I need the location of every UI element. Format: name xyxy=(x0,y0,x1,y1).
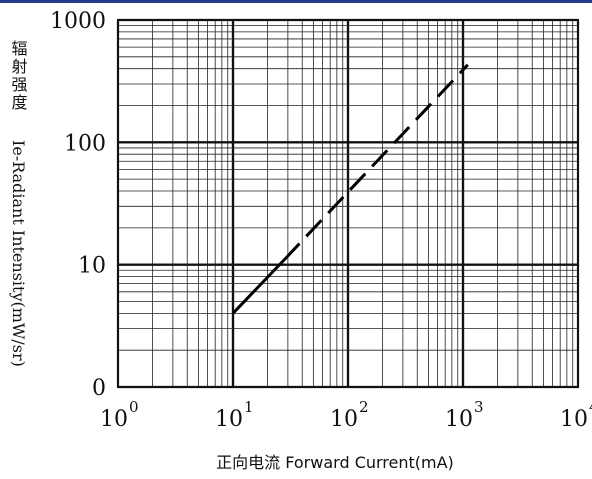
x-tick-label: 10 2 xyxy=(330,398,369,432)
y-tick-label: 0 xyxy=(92,376,106,401)
y-tick-label: 100 xyxy=(64,131,106,156)
y-tick-labels: 0 10 100 1000 xyxy=(50,9,106,401)
x-tick-label: 10 0 xyxy=(100,398,139,432)
x-tick-base: 10 xyxy=(330,407,358,432)
y-tick-label: 10 xyxy=(78,254,106,279)
x-tick-base: 10 xyxy=(445,407,473,432)
x-tick-exponent: 2 xyxy=(359,398,369,416)
x-tick-base: 10 xyxy=(215,407,243,432)
x-tick-labels: 100101102103104 xyxy=(100,398,592,432)
y-tick-label: 1000 xyxy=(50,9,106,34)
x-tick-exponent: 3 xyxy=(474,398,484,416)
x-tick-label: 104 xyxy=(560,398,592,432)
x-tick-base: 10 xyxy=(100,407,128,432)
x-tick-exponent: 0 xyxy=(129,398,139,416)
x-axis-label: 正向电流 Forward Current(mA) xyxy=(216,453,454,472)
series-line-dashed xyxy=(283,63,469,261)
x-tick-label: 10 3 xyxy=(445,398,484,432)
series-layer xyxy=(231,63,469,315)
y-axis-label-cn: 辐射强度 xyxy=(9,40,28,112)
x-tick-exponent: 1 xyxy=(244,398,254,416)
y-axis-label-en: Ie-Radiant Intensity(mW/sr) xyxy=(9,140,28,367)
x-tick-label: 10 1 xyxy=(215,398,254,432)
grid xyxy=(116,18,580,389)
x-tick-base: 10 xyxy=(560,407,588,432)
series-line-solid xyxy=(231,258,286,315)
plot-frame xyxy=(117,19,579,388)
x-tick-exponent: 4 xyxy=(589,398,592,416)
top-accent-bar xyxy=(0,0,592,3)
